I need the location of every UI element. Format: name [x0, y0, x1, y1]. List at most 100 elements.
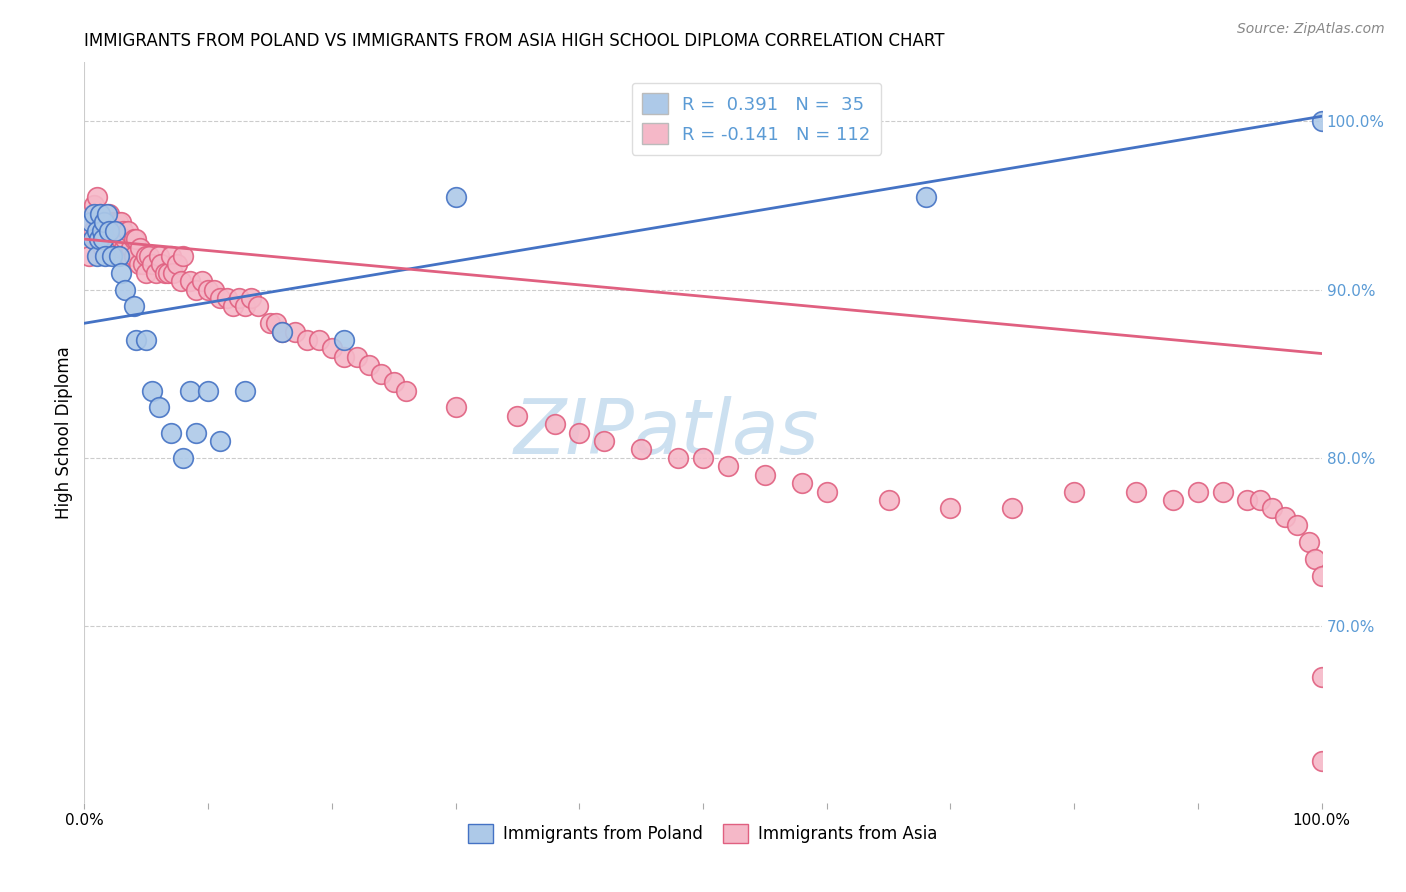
Point [110, 215, 132, 229]
Point [346, 350, 368, 364]
Point [93, 215, 115, 229]
Point [104, 224, 127, 238]
Point [170, 274, 193, 288]
Point [1310, 114, 1333, 128]
Point [630, 442, 652, 457]
Text: Source: ZipAtlas.com: Source: ZipAtlas.com [1237, 22, 1385, 37]
Point [79, 215, 101, 229]
Point [1274, 509, 1296, 524]
Point [240, 291, 263, 305]
Point [692, 450, 714, 465]
Point [89, 224, 111, 238]
Point [103, 224, 125, 238]
Point [141, 257, 163, 271]
Point [148, 401, 170, 415]
Point [160, 249, 183, 263]
Point [264, 316, 287, 330]
Point [1285, 518, 1308, 533]
Point [94, 232, 117, 246]
Point [101, 232, 124, 246]
Point [83, 198, 105, 212]
Point [153, 266, 176, 280]
Point [568, 425, 591, 440]
Point [148, 249, 170, 263]
Point [357, 359, 380, 373]
Point [108, 249, 131, 263]
Point [184, 283, 207, 297]
Point [89, 207, 111, 221]
Point [222, 300, 245, 314]
Point [271, 325, 294, 339]
Point [162, 266, 184, 280]
Point [125, 232, 148, 246]
Point [108, 224, 131, 238]
Point [1125, 484, 1147, 499]
Point [1249, 492, 1271, 507]
Point [104, 232, 127, 246]
Point [79, 249, 101, 263]
Point [129, 240, 152, 254]
Point [1310, 568, 1333, 582]
Point [135, 266, 157, 280]
Point [233, 300, 256, 314]
Point [100, 215, 122, 229]
Point [98, 224, 121, 238]
Point [98, 207, 121, 221]
Point [86, 224, 108, 238]
Point [1310, 670, 1333, 684]
Point [91, 215, 114, 229]
Point [125, 333, 148, 347]
Point [184, 425, 207, 440]
Point [114, 283, 136, 297]
Point [308, 333, 330, 347]
Point [135, 333, 157, 347]
Point [104, 215, 127, 229]
Point [717, 459, 740, 474]
Point [1212, 484, 1234, 499]
Point [333, 350, 356, 364]
Point [228, 291, 250, 305]
Point [166, 257, 188, 271]
Point [209, 291, 232, 305]
Point [120, 240, 142, 254]
Point [117, 224, 139, 238]
Point [94, 249, 117, 263]
Point [790, 476, 813, 491]
Point [382, 375, 405, 389]
Point [98, 224, 121, 238]
Point [131, 257, 153, 271]
Point [1187, 484, 1209, 499]
Point [179, 274, 201, 288]
Point [444, 401, 467, 415]
Point [111, 224, 134, 238]
Point [86, 190, 108, 204]
Y-axis label: High School Diploma: High School Diploma [55, 346, 73, 519]
Point [1261, 501, 1284, 516]
Point [87, 215, 110, 229]
Point [122, 300, 145, 314]
Point [271, 325, 294, 339]
Point [370, 367, 392, 381]
Point [82, 224, 104, 238]
Point [97, 224, 120, 238]
Point [444, 190, 467, 204]
Point [135, 249, 157, 263]
Point [197, 283, 219, 297]
Point [233, 384, 256, 398]
Point [86, 232, 108, 246]
Point [110, 232, 132, 246]
Point [246, 300, 269, 314]
Point [1001, 501, 1024, 516]
Point [98, 232, 121, 246]
Point [179, 384, 201, 398]
Point [128, 257, 150, 271]
Point [157, 266, 180, 280]
Point [122, 232, 145, 246]
Point [160, 425, 183, 440]
Point [122, 249, 145, 263]
Point [110, 266, 132, 280]
Point [593, 434, 616, 448]
Point [1236, 492, 1258, 507]
Point [93, 224, 115, 238]
Point [754, 467, 776, 482]
